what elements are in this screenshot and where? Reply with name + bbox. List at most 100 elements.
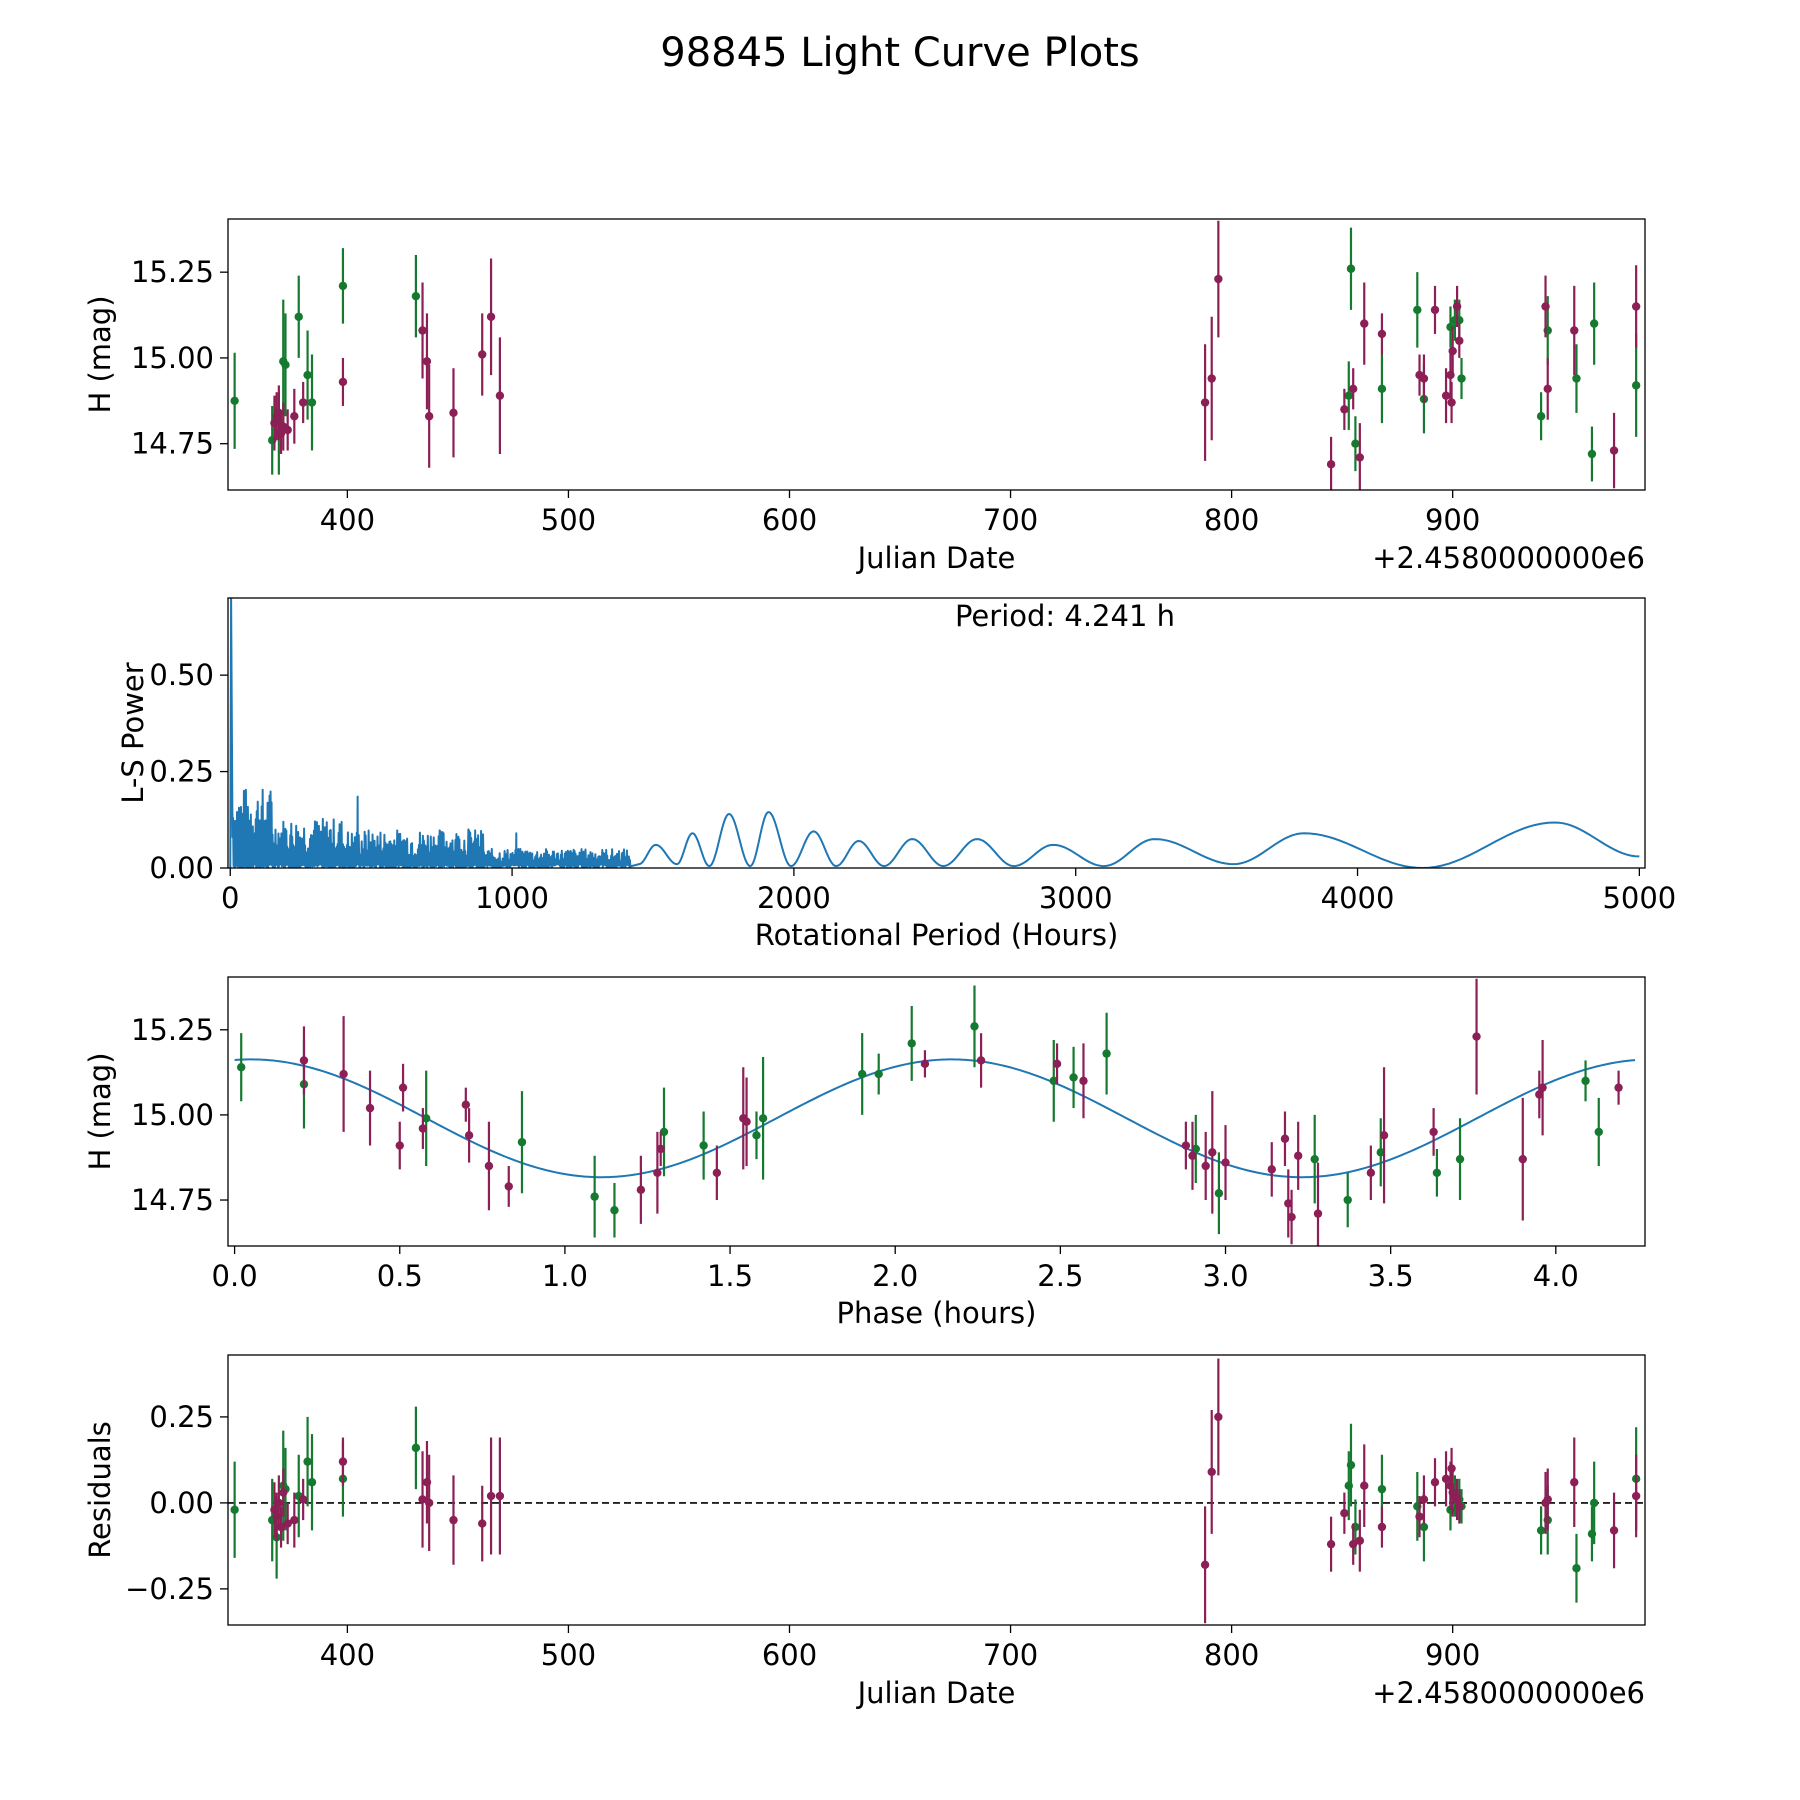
- data-point: [424, 1498, 434, 1508]
- data-point: [1200, 398, 1210, 407]
- x-tick-label: 900: [1425, 503, 1480, 537]
- data-point: [1538, 1083, 1547, 1092]
- data-point: [1457, 374, 1466, 383]
- data-point: [418, 1124, 428, 1133]
- y-tick-label: 0.25: [149, 1400, 214, 1434]
- data-point: [1581, 1076, 1590, 1086]
- data-point: [1631, 302, 1641, 311]
- data-point: [1280, 1134, 1290, 1143]
- x-tick-label: 3.0: [1202, 1259, 1248, 1293]
- x-tick-label: 700: [983, 1638, 1038, 1672]
- x-tick-label: 1.5: [707, 1259, 753, 1293]
- data-point: [1631, 1491, 1641, 1501]
- data-point: [424, 412, 434, 421]
- data-point: [1455, 1154, 1465, 1164]
- data-point: [1284, 1199, 1293, 1208]
- data-point: [1415, 1512, 1424, 1521]
- data-point: [1570, 326, 1579, 335]
- y-tick-label: 0.00: [149, 851, 214, 885]
- y-axis-label: H (mag): [83, 295, 117, 413]
- data-point: [1214, 1412, 1223, 1422]
- data-point: [230, 396, 239, 406]
- data-point: [1208, 1148, 1217, 1157]
- y-axis-label: Residuals: [83, 1421, 117, 1559]
- x-tick-label: 5000: [1602, 881, 1676, 915]
- data-point: [299, 1056, 309, 1065]
- x-tick-label: 900: [1425, 1638, 1480, 1672]
- series-magenta: [270, 1358, 1641, 1624]
- data-point: [1344, 391, 1353, 400]
- data-point: [1430, 305, 1440, 315]
- data-point: [712, 1168, 722, 1177]
- y-tick-label: 0.50: [149, 658, 214, 692]
- data-point: [464, 1131, 474, 1140]
- data-point: [338, 1457, 348, 1466]
- residuals-panel: 400 500 600 700 800 900 −0.25 0.00 0.25 Julian Da…: [83, 1354, 1646, 1710]
- data-point: [1376, 1148, 1385, 1157]
- data-point: [656, 1144, 665, 1154]
- data-point: [422, 357, 432, 366]
- data-point: [1448, 1488, 1457, 1497]
- data-point: [758, 1114, 768, 1123]
- data-point: [1419, 1522, 1429, 1532]
- data-point: [1287, 1212, 1296, 1222]
- x-tick-label: 2.0: [872, 1259, 918, 1293]
- data-point: [1069, 1073, 1078, 1082]
- data-point: [1572, 374, 1581, 383]
- data-point: [290, 412, 299, 421]
- y-tick-label: 14.75: [131, 1183, 214, 1217]
- data-point: [298, 1495, 308, 1504]
- data-point: [281, 360, 290, 369]
- x-tick-label: 800: [1204, 503, 1259, 537]
- data-point: [398, 1083, 408, 1092]
- data-point: [1455, 336, 1464, 345]
- plot-area: [230, 220, 1641, 490]
- data-point: [338, 377, 348, 387]
- x-axis-label: Phase (hours): [837, 1296, 1037, 1330]
- data-point: [303, 1457, 312, 1466]
- data-point: [1079, 1076, 1088, 1086]
- data-point: [1360, 1481, 1369, 1490]
- data-point: [1343, 1195, 1352, 1205]
- data-point: [752, 1131, 761, 1140]
- data-point: [1313, 1209, 1323, 1218]
- axes-frame: [227, 1354, 1646, 1626]
- data-point: [338, 281, 348, 291]
- data-point: [1536, 1526, 1546, 1535]
- data-point: [486, 312, 496, 321]
- data-point: [449, 1515, 458, 1525]
- x-tick-label: 500: [541, 1638, 596, 1672]
- data-point: [1326, 460, 1336, 469]
- x-tick-label: 800: [1204, 1638, 1259, 1672]
- data-point: [298, 398, 308, 407]
- data-point: [1472, 1032, 1481, 1041]
- data-point: [742, 1117, 751, 1126]
- data-point: [1413, 305, 1422, 315]
- data-point: [1379, 1131, 1389, 1140]
- data-point: [1589, 319, 1599, 328]
- data-point: [395, 1141, 404, 1150]
- data-point: [699, 1141, 708, 1150]
- data-point: [303, 370, 312, 380]
- data-point: [1535, 1090, 1544, 1099]
- data-point: [307, 1478, 317, 1487]
- data-point: [1631, 381, 1641, 390]
- data-point: [1200, 1560, 1210, 1570]
- x-tick-label: 4000: [1321, 881, 1395, 915]
- data-point: [1293, 1151, 1303, 1160]
- data-point: [1348, 1539, 1358, 1549]
- data-point: [1346, 1460, 1356, 1470]
- data-point: [1214, 274, 1223, 284]
- data-point: [1419, 1495, 1429, 1504]
- data-point: [1447, 398, 1456, 407]
- y-tick-label: −0.25: [125, 1572, 214, 1606]
- data-point: [1377, 1522, 1387, 1532]
- data-point: [1429, 1127, 1438, 1137]
- y-axis-label: L-S Power: [116, 662, 150, 803]
- model-fit-curve: [234, 1058, 1636, 1179]
- series-green: [237, 985, 1603, 1238]
- data-point: [274, 1498, 284, 1508]
- data-point: [1310, 1154, 1319, 1164]
- data-point: [1351, 439, 1360, 448]
- data-point: [411, 1443, 421, 1453]
